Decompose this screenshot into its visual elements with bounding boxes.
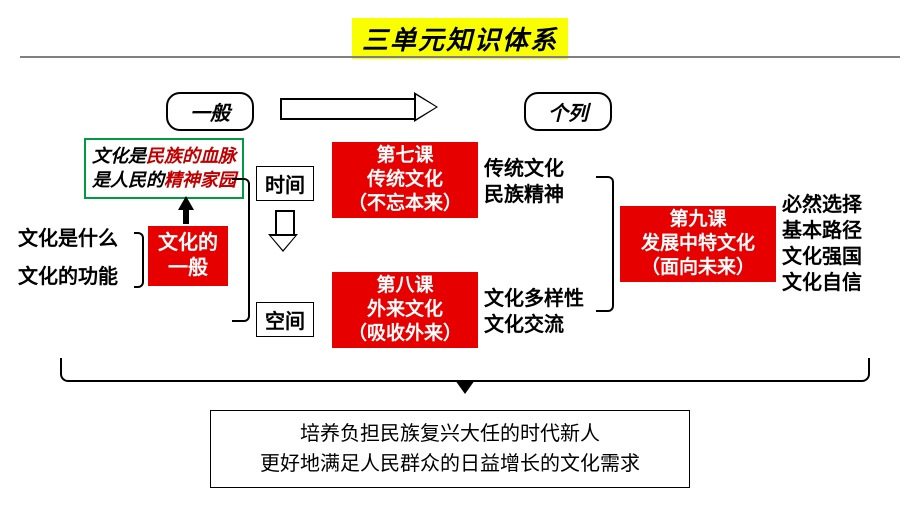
pill-general: 一般 (166, 92, 254, 131)
l9-1: 第九课 (620, 208, 776, 232)
l9r2: 基本路径 (782, 218, 862, 244)
l8r2: 文化交流 (484, 312, 584, 338)
arrow-down-icon (268, 210, 298, 252)
bracket-center-icon (232, 178, 250, 322)
box-lesson9: 第九课 发展中特文化 （面向未来） (620, 206, 776, 282)
l2b: 精神家园 (164, 170, 236, 190)
l2a: 是人民的 (92, 170, 164, 190)
box-lesson7: 第七课 传统文化 （不忘本来） (332, 142, 478, 218)
cb-l2: 一般 (148, 256, 228, 281)
pill-particular: 个列 (524, 92, 612, 131)
label-space: 空间 (256, 302, 314, 337)
lesson7-notes: 传统文化 民族精神 (484, 156, 564, 208)
l9-2: 发展中特文化 (620, 232, 776, 256)
box-culture-general: 文化的 一般 (148, 226, 228, 286)
l9-3: （面向未来） (620, 256, 776, 280)
l7r1: 传统文化 (484, 156, 564, 182)
arrow-general-to-particular (280, 92, 438, 122)
bracket-lessons-icon (596, 176, 614, 312)
green-line1: 文化是民族的血脉 (92, 144, 236, 168)
l7r2: 民族精神 (484, 182, 564, 208)
divider (20, 56, 900, 58)
l9r3: 文化强国 (782, 244, 862, 270)
label-time: 时间 (256, 166, 314, 201)
l9r4: 文化自信 (782, 270, 862, 296)
l1a: 文化是 (92, 146, 146, 166)
l9r1: 必然选择 (782, 192, 862, 218)
bottom-brace-icon (60, 358, 870, 382)
l7-1: 第七课 (332, 144, 478, 168)
l7-2: 传统文化 (332, 168, 478, 192)
l8r1: 文化多样性 (484, 286, 584, 312)
bracket-left-icon (134, 232, 144, 288)
box-lesson8: 第八课 外来文化 （吸收外来） (332, 272, 478, 348)
cb-l1: 文化的 (148, 231, 228, 256)
green-line2: 是人民的精神家园 (92, 168, 236, 192)
label-culture-function: 文化的功能 (18, 264, 118, 290)
bottom-l2: 更好地满足人民群众的日益增长的文化需求 (231, 449, 669, 479)
label-culture-what: 文化是什么 (18, 226, 118, 252)
l7-3: （不忘本来） (332, 192, 478, 216)
page-title: 三单元知识体系 (352, 18, 568, 59)
l8-1: 第八课 (332, 274, 478, 298)
l1b: 民族的血脉 (146, 146, 236, 166)
lesson8-notes: 文化多样性 文化交流 (484, 286, 584, 338)
bottom-summary: 培养负担民族复兴大任的时代新人 更好地满足人民群众的日益增长的文化需求 (210, 410, 690, 488)
l8-3: （吸收外来） (332, 322, 478, 346)
lesson9-notes: 必然选择 基本路径 文化强国 文化自信 (782, 192, 862, 296)
title-bar: 三单元知识体系 (0, 18, 920, 59)
bottom-l1: 培养负担民族复兴大任的时代新人 (231, 419, 669, 449)
arrow-up-icon (178, 196, 194, 210)
l8-2: 外来文化 (332, 298, 478, 322)
green-definition-box: 文化是民族的血脉 是人民的精神家园 (84, 138, 244, 199)
